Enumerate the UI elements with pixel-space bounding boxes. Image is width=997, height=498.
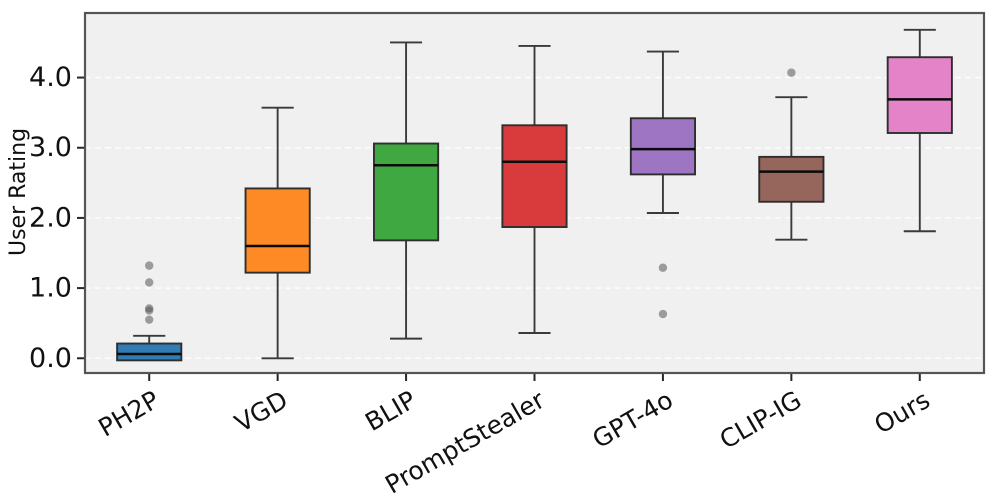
x-tick-label: GPT-4o [588, 385, 678, 454]
outlier-point [145, 315, 154, 324]
x-tick-label: PH2P [94, 385, 165, 443]
y-tick-label: 3.0 [29, 132, 72, 163]
plot-border [83, 11, 986, 375]
box-PH2P [116, 342, 183, 362]
y-tick-label: 0.0 [29, 343, 72, 374]
y-axis-label: User Rating [6, 128, 31, 256]
y-tick-label: 1.0 [29, 273, 72, 304]
y-tick-label: 2.0 [29, 202, 72, 233]
box-VGD [244, 187, 311, 274]
outlier-point [145, 278, 154, 287]
y-tick-label: 4.0 [29, 62, 72, 93]
box-Ours [886, 56, 953, 134]
box-PromptStealer [501, 124, 568, 228]
outlier-point [658, 309, 668, 319]
x-tick-label: VGD [230, 385, 293, 438]
box-CLIP-IG [758, 155, 825, 203]
x-tick-label: Ours [869, 385, 934, 440]
outlier-point [658, 263, 668, 272]
box-GPT-4o [629, 117, 696, 176]
x-tick-label: BLIP [360, 385, 421, 437]
x-tick-label: CLIP-IG [715, 385, 807, 455]
box-BLIP [373, 142, 440, 242]
outlier-point [787, 68, 796, 77]
outlier-point [145, 304, 154, 313]
outlier-point [145, 261, 154, 270]
